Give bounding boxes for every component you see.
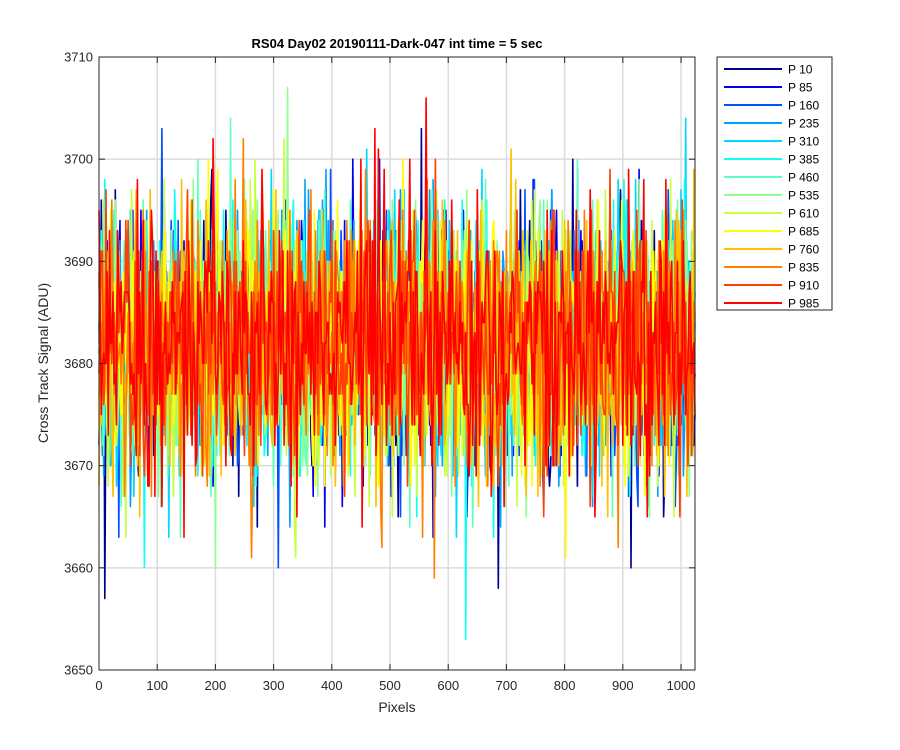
x-tick-label: 900 (612, 678, 634, 693)
x-tick-label: 100 (146, 678, 168, 693)
legend-label: P 685 (788, 225, 819, 239)
x-tick-label: 400 (321, 678, 343, 693)
legend-label: P 160 (788, 99, 819, 113)
series-layer (98, 86, 696, 641)
y-tick-label: 3710 (64, 50, 93, 65)
x-tick-label: 700 (496, 678, 518, 693)
y-tick-label: 3690 (64, 254, 93, 269)
legend-label: P 985 (788, 297, 819, 311)
x-tick-label: 300 (263, 678, 285, 693)
y-tick-label: 3700 (64, 152, 93, 167)
legend-label: P 385 (788, 153, 819, 167)
legend-label: P 535 (788, 189, 819, 203)
x-tick-label: 1000 (667, 678, 696, 693)
legend-label: P 610 (788, 207, 819, 221)
axis-ticks: 0 100 200 300 400 500 600 700 800 900 1000 3650 3660… (64, 50, 695, 694)
legend-label: P 10 (788, 63, 813, 77)
y-tick-label: 3650 (64, 663, 93, 678)
x-tick-label: 0 (95, 678, 102, 693)
y-axis-label: Cross Track Signal (ADU) (35, 283, 51, 443)
y-tick-label: 3660 (64, 560, 93, 575)
x-tick-label: 500 (379, 678, 401, 693)
legend-label: P 910 (788, 279, 819, 293)
legend-label: P 835 (788, 261, 819, 275)
legend-label: P 235 (788, 117, 819, 131)
series-line-p-985 (98, 97, 696, 539)
x-tick-label: 800 (554, 678, 576, 693)
x-tick-label: 200 (205, 678, 227, 693)
x-tick-label: 600 (437, 678, 459, 693)
y-tick-label: 3680 (64, 356, 93, 371)
legend-label: P 85 (788, 81, 813, 95)
x-axis-label: Pixels (378, 699, 415, 715)
y-tick-label: 3670 (64, 458, 93, 473)
legend-label: P 460 (788, 171, 819, 185)
legend: P 10 P 85 P 160 P 235 P 310 P 385 P 460 P 535 P … (716, 56, 833, 311)
legend-label: P 310 (788, 135, 819, 149)
chart-title: RS04 Day02 20190111-Dark-047 int time = … (252, 36, 543, 51)
legend-label: P 760 (788, 243, 819, 257)
